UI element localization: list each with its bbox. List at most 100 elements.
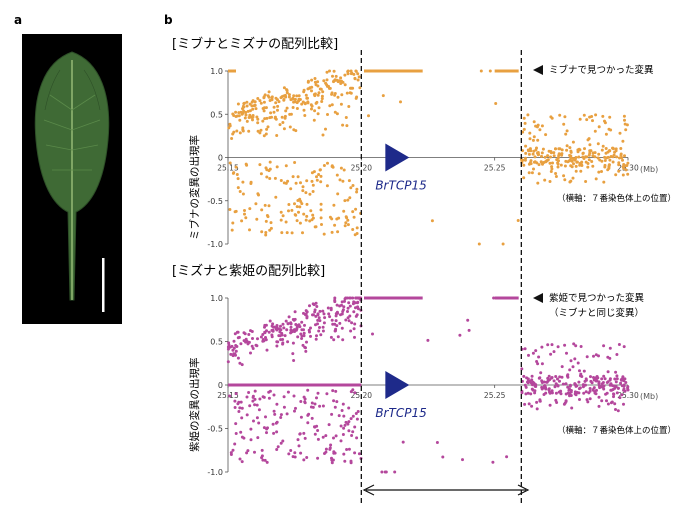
data-point bbox=[590, 381, 594, 385]
data-point bbox=[333, 300, 337, 304]
data-point bbox=[270, 98, 274, 102]
data-point bbox=[593, 129, 597, 133]
data-point bbox=[328, 69, 331, 73]
data-point bbox=[349, 296, 353, 300]
data-point bbox=[310, 416, 314, 420]
data-point bbox=[251, 99, 255, 103]
data-point bbox=[302, 328, 305, 332]
data-point bbox=[347, 447, 351, 451]
data-point bbox=[613, 150, 617, 154]
data-point bbox=[608, 346, 612, 350]
data-point bbox=[321, 90, 325, 94]
data-point bbox=[350, 434, 354, 437]
data-point bbox=[242, 101, 246, 105]
data-point bbox=[613, 377, 617, 381]
data-point bbox=[594, 177, 598, 181]
data-point bbox=[560, 148, 564, 152]
data-point bbox=[524, 151, 528, 155]
data-point bbox=[282, 127, 286, 131]
data-point bbox=[330, 230, 334, 234]
data-point bbox=[280, 95, 284, 99]
data-point bbox=[335, 310, 339, 314]
data-point bbox=[236, 102, 240, 106]
data-point bbox=[319, 174, 323, 178]
data-point bbox=[317, 91, 321, 95]
data-point bbox=[584, 390, 588, 394]
data-point bbox=[571, 176, 575, 180]
data-point bbox=[305, 96, 309, 100]
data-point bbox=[351, 184, 355, 187]
annotation-label: 紫姫で見つかった変異 bbox=[549, 292, 645, 304]
data-point bbox=[230, 228, 234, 232]
data-point bbox=[337, 414, 341, 418]
data-point bbox=[355, 296, 359, 300]
data-point bbox=[243, 116, 247, 120]
data-point bbox=[557, 147, 561, 151]
data-point bbox=[317, 329, 321, 333]
gene-marker-icon bbox=[385, 143, 410, 172]
data-point bbox=[240, 406, 244, 410]
data-point bbox=[343, 299, 346, 303]
data-point bbox=[624, 128, 628, 132]
data-point bbox=[577, 147, 581, 151]
panel-label-a: a bbox=[14, 13, 22, 27]
data-point bbox=[316, 93, 320, 97]
data-point bbox=[537, 355, 541, 359]
data-point bbox=[265, 127, 269, 131]
data-point bbox=[234, 110, 238, 114]
data-point bbox=[289, 449, 293, 452]
data-point bbox=[335, 112, 339, 116]
data-point bbox=[602, 387, 606, 391]
data-point bbox=[351, 210, 355, 214]
data-point bbox=[351, 414, 355, 418]
data-point bbox=[600, 159, 604, 163]
data-point bbox=[550, 116, 554, 120]
data-point bbox=[265, 116, 269, 120]
data-point bbox=[289, 112, 293, 116]
data-point bbox=[606, 150, 610, 154]
data-point bbox=[551, 161, 554, 165]
data-point bbox=[239, 342, 243, 346]
data-point bbox=[332, 203, 336, 207]
data-point bbox=[245, 100, 249, 104]
data-point bbox=[287, 209, 290, 213]
axis-note: （横軸：７番染色体上の位置） bbox=[557, 425, 676, 436]
data-point bbox=[581, 383, 585, 387]
data-point bbox=[265, 214, 269, 217]
data-point bbox=[582, 391, 586, 395]
data-point bbox=[579, 374, 582, 378]
data-point bbox=[236, 356, 240, 360]
data-point bbox=[249, 180, 253, 184]
data-point bbox=[624, 164, 628, 168]
data-point bbox=[293, 451, 297, 455]
data-point bbox=[321, 309, 325, 313]
data-point bbox=[607, 165, 611, 169]
data-point bbox=[572, 162, 575, 166]
data-point bbox=[301, 189, 305, 193]
data-point bbox=[549, 150, 553, 153]
x-tick-label: 25.25 bbox=[484, 164, 506, 173]
data-point bbox=[558, 379, 561, 383]
data-point bbox=[249, 351, 252, 355]
data-point bbox=[295, 94, 299, 98]
data-point bbox=[264, 415, 267, 419]
data-point bbox=[240, 460, 244, 464]
data-point bbox=[245, 104, 249, 108]
y-tick-label: -0.5 bbox=[207, 425, 223, 434]
data-point bbox=[550, 343, 554, 347]
data-point bbox=[234, 165, 238, 169]
data-point bbox=[573, 357, 577, 361]
data-point bbox=[261, 395, 265, 399]
data-point bbox=[311, 213, 315, 217]
data-point bbox=[341, 179, 345, 183]
data-point bbox=[600, 148, 604, 152]
data-point bbox=[577, 387, 581, 391]
data-point bbox=[356, 72, 360, 76]
chart-mibuna: [ミブナとミズナの配列比較] ミブナの変異の出現率 1.0 0.5 0 -0.5 -1.… bbox=[172, 36, 676, 249]
data-point bbox=[615, 353, 619, 356]
data-point bbox=[262, 426, 266, 430]
data-point bbox=[283, 334, 287, 338]
data-point bbox=[318, 168, 322, 172]
data-point bbox=[251, 399, 255, 403]
data-point bbox=[265, 431, 268, 435]
